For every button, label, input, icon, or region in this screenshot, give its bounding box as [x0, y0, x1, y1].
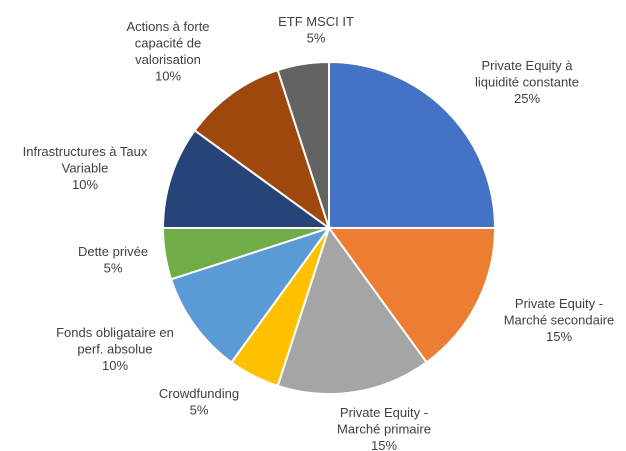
slice-name-label: Fonds obligataire en: [56, 325, 174, 340]
slice-value-label: 10%: [72, 177, 98, 192]
pie-slice: [327, 227, 497, 364]
pie-labels: Private Equity à liquidité constante 25%Pr…: [23, 14, 615, 451]
pie-slice: [193, 68, 331, 231]
slice-name-label: capacité de: [135, 36, 202, 51]
slice-name-label: ETF MSCI IT: [278, 14, 354, 29]
pie-slice: [169, 226, 332, 364]
slice-value-label: 15%: [546, 329, 572, 344]
slice-value-label: 5%: [307, 31, 326, 46]
slice-label: Dette privée 5%: [78, 244, 148, 276]
slice-label: ETF MSCI IT 5%: [278, 14, 354, 46]
pie-slice: [276, 60, 330, 229]
slice-name-label: Private Equity -: [515, 296, 603, 311]
slice-label: Private Equity - Marché secondaire 15%: [504, 296, 615, 344]
slice-label: Crowdfunding 5%: [159, 386, 239, 418]
slice-value-label: 15%: [371, 438, 397, 451]
pie-slice: [276, 225, 428, 395]
slice-label: Fonds obligataire en perf. absolue 10%: [56, 325, 174, 373]
slice-name-label: Marché secondaire: [504, 313, 615, 328]
slice-name-label: liquidité constante: [475, 75, 579, 90]
slice-label: Infrastructures à Taux Variable 10%: [23, 144, 148, 192]
slice-name-label: Private Equity à: [481, 58, 573, 73]
slice-value-label: 25%: [514, 91, 540, 106]
slice-name-label: Variable: [62, 161, 109, 176]
slice-name-label: Crowdfunding: [159, 386, 239, 401]
pie-slice: [328, 60, 497, 229]
pie-slice: [161, 129, 333, 229]
slice-name-label: valorisation: [135, 52, 201, 67]
slice-name-label: Actions à forte: [126, 19, 209, 34]
slice-name-label: Private Equity -: [340, 405, 428, 420]
slice-name-label: Dette privée: [78, 244, 148, 259]
slice-name-label: Infrastructures à Taux: [23, 144, 148, 159]
slice-label: Private Equity - Marché primaire 15%: [337, 405, 431, 451]
slice-value-label: 5%: [104, 261, 123, 276]
slice-value-label: 10%: [155, 69, 181, 84]
slice-value-label: 10%: [102, 358, 128, 373]
slice-name-label: Marché primaire: [337, 422, 431, 437]
slice-label: Actions à forte capacité de valorisation 10…: [126, 19, 209, 84]
slice-label: Private Equity à liquidité constante 25%: [475, 58, 579, 106]
slice-name-label: perf. absolue: [77, 342, 152, 357]
slice-value-label: 5%: [190, 403, 209, 418]
pie-slices: [161, 60, 497, 395]
